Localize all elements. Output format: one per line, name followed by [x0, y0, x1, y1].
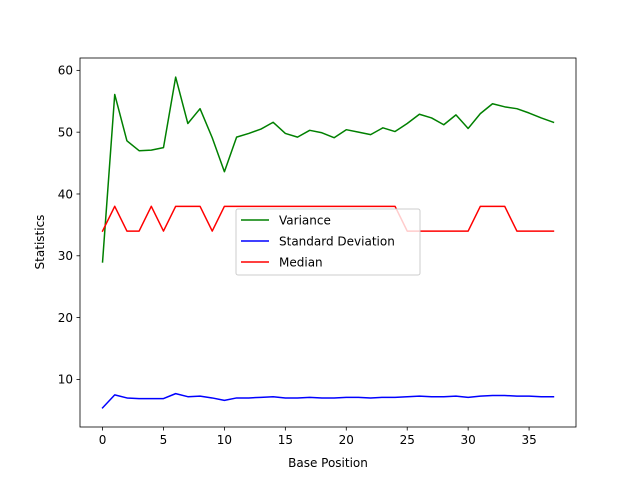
- x-tick-label: 0: [99, 433, 107, 447]
- x-tick-label: 10: [217, 433, 232, 447]
- x-axis-label: Base Position: [288, 456, 368, 470]
- series-line-standard-deviation: [101, 392, 555, 409]
- legend-label: Median: [279, 255, 323, 269]
- axes: 0 5 10 15 20 25 30 35 10 20 30 40 50 60: [58, 57, 577, 447]
- legend-box: [235, 208, 421, 276]
- x-tick-label: 20: [339, 433, 354, 447]
- legend-label: Standard Deviation: [279, 234, 395, 248]
- y-tick-label: 50: [58, 125, 73, 139]
- y-tick-label: 20: [58, 311, 73, 325]
- y-axis-label: Statistics: [33, 215, 47, 270]
- legend-label: Variance: [279, 213, 331, 227]
- x-tick-label: 15: [278, 433, 293, 447]
- y-tick-label: 10: [58, 373, 73, 387]
- x-tick-label: 25: [400, 433, 415, 447]
- x-tick-label: 5: [160, 433, 168, 447]
- y-tick-label: 60: [58, 64, 73, 78]
- x-tick-label: 30: [461, 433, 476, 447]
- series-line-variance: [101, 76, 555, 263]
- y-tick-label: 40: [58, 187, 73, 201]
- axes-frame: [79, 57, 577, 428]
- y-tick-label: 30: [58, 249, 73, 263]
- x-tick-label: 35: [521, 433, 536, 447]
- series-line-median: [101, 205, 555, 233]
- plot-area: [101, 76, 555, 409]
- legend: Variance Standard Deviation Median: [235, 208, 421, 276]
